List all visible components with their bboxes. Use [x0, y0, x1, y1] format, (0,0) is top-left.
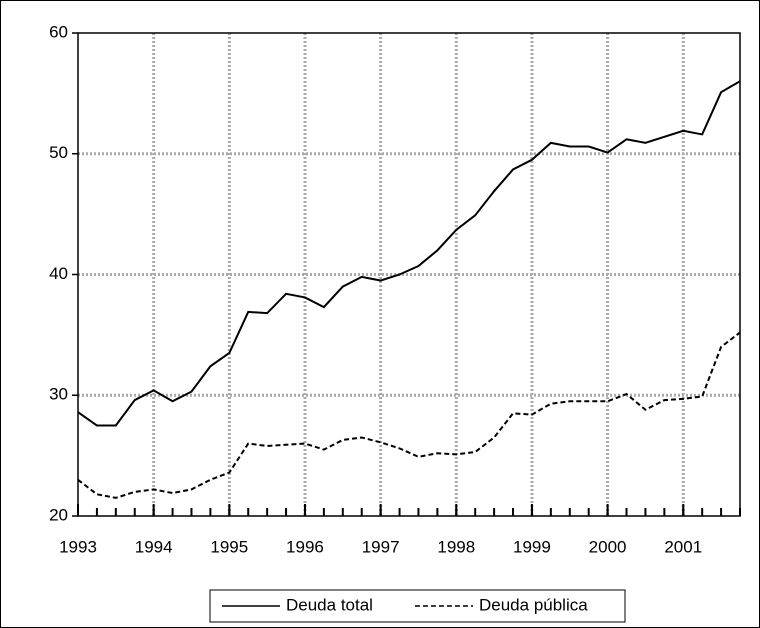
x-tick-label: 2000 [589, 537, 627, 556]
x-tick-label: 1999 [513, 537, 551, 556]
x-tick-label: 2001 [664, 537, 702, 556]
legend-label: Deuda pública [479, 595, 588, 614]
y-tick-label: 20 [49, 505, 68, 524]
data-line [77, 80, 741, 427]
y-tick-label: 50 [49, 143, 68, 162]
legend-label: Deuda total [286, 595, 373, 614]
x-tick-label: 1997 [362, 537, 400, 556]
x-tick-label: 1995 [210, 537, 248, 556]
y-tick-label: 40 [49, 264, 68, 283]
x-tick-label: 1994 [135, 537, 173, 556]
data-line [77, 331, 741, 499]
x-tick-label: 1996 [286, 537, 324, 556]
y-tick-label: 30 [49, 385, 68, 404]
y-tick-label: 60 [49, 22, 68, 41]
x-tick-label: 1993 [59, 537, 97, 556]
x-tick-label: 1998 [437, 537, 475, 556]
